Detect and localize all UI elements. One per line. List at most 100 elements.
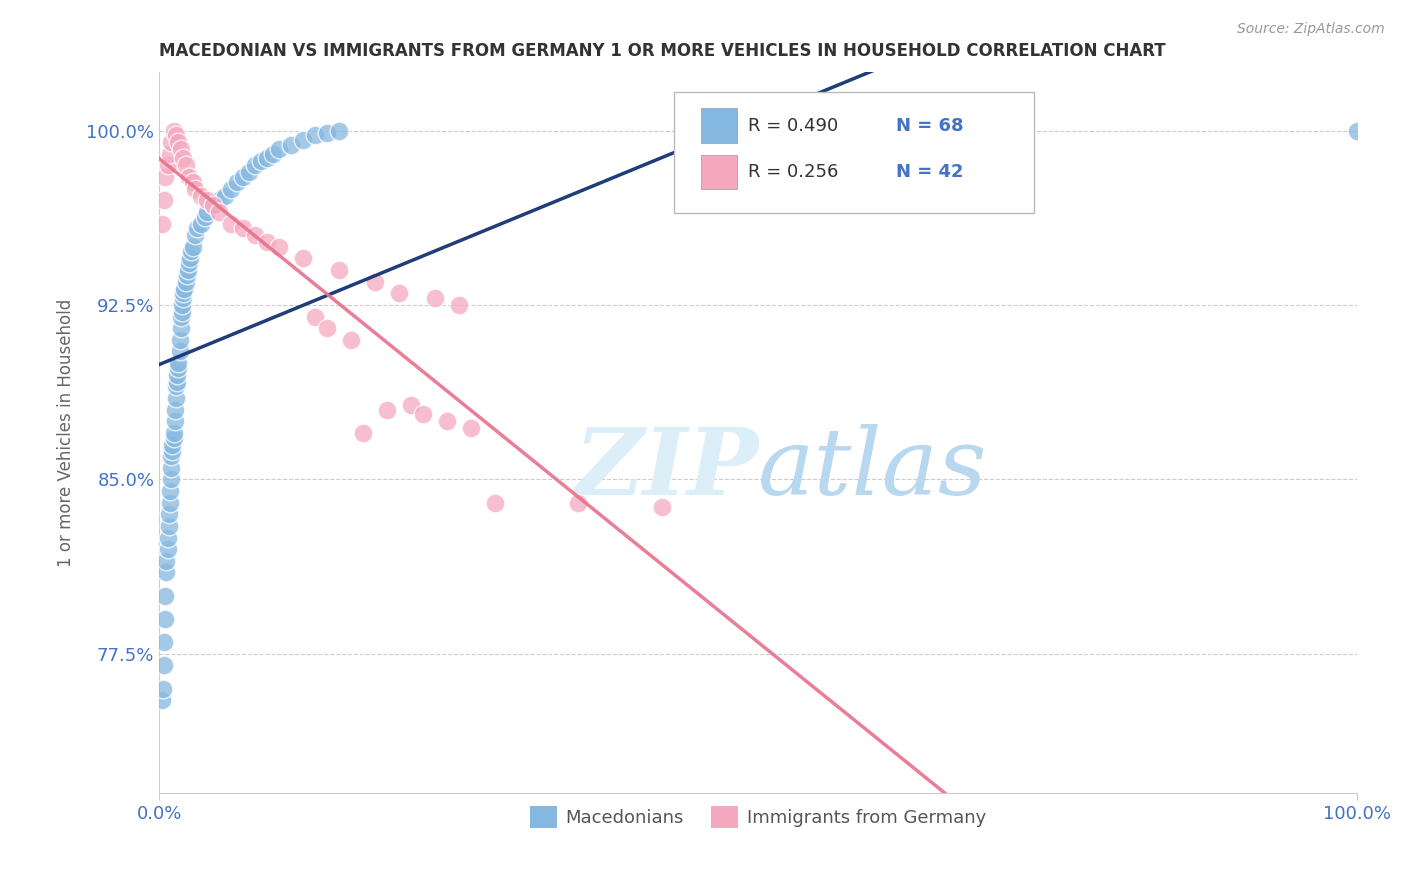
- Point: [190, 188, 212, 202]
- Point: [262, 146, 284, 161]
- Point: [291, 252, 314, 266]
- Point: [150, 693, 173, 707]
- Point: [267, 240, 290, 254]
- Point: [172, 291, 194, 305]
- Point: [256, 152, 278, 166]
- Point: [315, 126, 337, 140]
- Point: [167, 135, 190, 149]
- Point: [153, 658, 176, 673]
- Point: [162, 444, 184, 458]
- Point: [160, 135, 183, 149]
- Point: [436, 414, 458, 428]
- Point: [177, 256, 200, 270]
- Point: [156, 531, 179, 545]
- Point: [170, 310, 193, 324]
- Point: [162, 437, 184, 451]
- Point: [170, 305, 193, 319]
- Point: [190, 217, 212, 231]
- Point: [153, 589, 176, 603]
- Text: R = 0.256: R = 0.256: [748, 163, 839, 181]
- Point: [180, 244, 202, 259]
- Point: [153, 612, 176, 626]
- Point: [176, 268, 198, 282]
- Point: [153, 194, 176, 208]
- Point: [174, 275, 197, 289]
- Text: R = 0.490: R = 0.490: [748, 117, 839, 135]
- Point: [208, 205, 231, 219]
- Text: MACEDONIAN VS IMMIGRANTS FROM GERMANY 1 OR MORE VEHICLES IN HOUSEHOLD CORRELATIO: MACEDONIAN VS IMMIGRANTS FROM GERMANY 1 …: [159, 42, 1166, 60]
- Point: [170, 298, 193, 312]
- Point: [1346, 123, 1368, 137]
- Point: [226, 175, 249, 189]
- Point: [159, 496, 181, 510]
- Point: [340, 333, 363, 347]
- Point: [388, 286, 411, 301]
- Point: [651, 500, 673, 515]
- Y-axis label: 1 or more Vehicles in Household: 1 or more Vehicles in Household: [58, 299, 75, 567]
- Point: [375, 402, 398, 417]
- Point: [169, 333, 191, 347]
- Point: [155, 554, 177, 568]
- Point: [159, 146, 181, 161]
- Point: [423, 291, 446, 305]
- Point: [172, 152, 194, 166]
- Point: [166, 368, 188, 382]
- Point: [163, 402, 186, 417]
- Point: [208, 194, 231, 208]
- Bar: [700, 109, 737, 143]
- Point: [202, 198, 225, 212]
- Point: [232, 221, 254, 235]
- Point: [304, 128, 326, 143]
- Point: [165, 128, 187, 143]
- Point: [163, 414, 186, 428]
- Text: N = 42: N = 42: [896, 163, 963, 181]
- Text: N = 68: N = 68: [896, 117, 963, 135]
- Point: [567, 496, 589, 510]
- Point: [167, 356, 190, 370]
- Text: ZIP: ZIP: [574, 424, 758, 514]
- Point: [157, 508, 180, 522]
- Point: [179, 252, 201, 266]
- Point: [219, 217, 242, 231]
- Point: [291, 133, 314, 147]
- Point: [267, 142, 290, 156]
- Legend: Macedonians, Immigrants from Germany: Macedonians, Immigrants from Germany: [523, 798, 994, 835]
- Point: [160, 472, 183, 486]
- Point: [195, 205, 218, 219]
- Point: [150, 217, 173, 231]
- Point: [186, 221, 208, 235]
- Point: [447, 298, 470, 312]
- Point: [328, 123, 350, 137]
- Point: [165, 379, 187, 393]
- Text: Source: ZipAtlas.com: Source: ZipAtlas.com: [1237, 22, 1385, 37]
- Point: [460, 421, 482, 435]
- Point: [280, 137, 302, 152]
- Point: [156, 542, 179, 557]
- Point: [243, 158, 266, 172]
- Point: [256, 235, 278, 250]
- Point: [172, 286, 194, 301]
- Point: [195, 194, 218, 208]
- Point: [174, 158, 197, 172]
- Point: [173, 282, 195, 296]
- Point: [250, 153, 273, 168]
- Point: [169, 344, 191, 359]
- Point: [159, 483, 181, 498]
- Point: [177, 263, 200, 277]
- Point: [315, 321, 337, 335]
- Point: [412, 407, 434, 421]
- Point: [170, 142, 193, 156]
- Point: [160, 460, 183, 475]
- Point: [153, 170, 176, 185]
- Point: [181, 175, 204, 189]
- FancyBboxPatch shape: [675, 92, 1033, 213]
- Point: [243, 228, 266, 243]
- Point: [162, 425, 184, 440]
- Point: [160, 449, 183, 463]
- Point: [219, 182, 242, 196]
- Point: [352, 425, 374, 440]
- Point: [399, 398, 422, 412]
- Point: [155, 566, 177, 580]
- Point: [184, 228, 207, 243]
- Point: [157, 519, 180, 533]
